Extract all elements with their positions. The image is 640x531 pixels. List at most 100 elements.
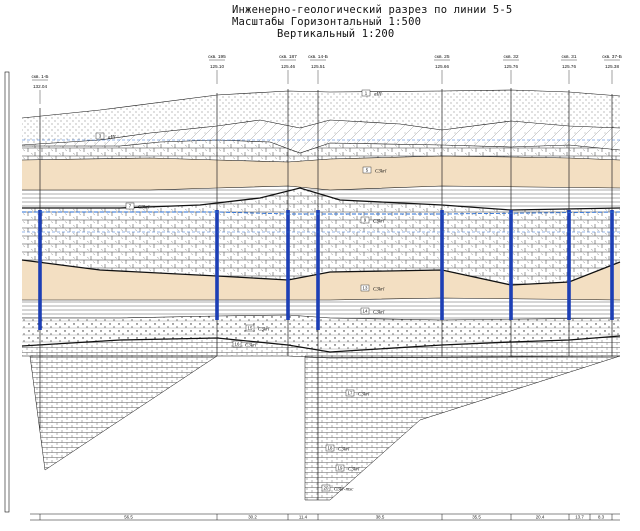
layer-index: aIII [108, 136, 116, 141]
layer-number-box [325, 444, 335, 452]
layer-index: C3krl [373, 311, 385, 316]
layer-number: 18 [328, 446, 333, 451]
layer-number-box [125, 202, 135, 210]
layer-number-box [232, 340, 242, 348]
layer-tag-15: 15 C3krl [245, 324, 270, 333]
borehole-elevation: 125.51 [311, 64, 325, 69]
deep-layer-right [304, 355, 621, 501]
borehole-casing [316, 210, 320, 330]
borehole-elevation: 125.66 [435, 64, 449, 69]
sand-layer-lower [22, 260, 620, 300]
boundary-line [21, 335, 621, 353]
layer-number-box [361, 89, 371, 97]
distance-label: 13.7 [575, 515, 584, 520]
marl-layer [22, 336, 620, 358]
layer-number-box [245, 324, 255, 332]
borehole-header: скв. 32 125.76 [503, 54, 519, 84]
boundary-line [21, 259, 621, 286]
borehole-casing [440, 210, 444, 320]
borehole-casing [215, 210, 219, 320]
borehole-headers: скв. 1-Б 132.04 скв. 195 125.10 скв. 187 125.… [31, 54, 622, 104]
layer-tag-14: 14 C3krl [360, 307, 385, 316]
marl-layer-upper [22, 298, 620, 320]
alluvial-loam-layer [22, 120, 620, 153]
layer-number: 1 [365, 91, 368, 96]
vertical-scale: Вертикальный 1:200 [277, 28, 395, 40]
layer-tag-18: 18 C3krl [325, 444, 350, 453]
borehole-casing [286, 210, 290, 320]
layer-number: 3 [99, 134, 102, 139]
layer-number-box [95, 132, 105, 140]
distance-label: 30.2 [248, 515, 257, 520]
layer-index: C3krl [348, 468, 360, 473]
layer-number-box [360, 284, 370, 292]
borehole-id: скв. 14-Б [308, 54, 328, 60]
upper-limestone-layer [22, 140, 620, 162]
layer-index: C3krl [245, 344, 257, 349]
distance-label: 56.5 [124, 515, 133, 520]
horizontal-scale: Масштабы Горизонтальный 1:500 [232, 16, 422, 28]
layer-index: C3krl [373, 288, 385, 293]
limestone-layer [22, 188, 620, 285]
borehole-header: скв. 187 125.46 [279, 54, 297, 84]
layer-index: C3krl [138, 206, 150, 211]
layer-number: 16 [235, 342, 240, 347]
distance-label: 20.4 [536, 515, 545, 520]
layer-number-box [362, 166, 372, 174]
layer-tag-1: 1 aIII [361, 89, 382, 98]
boundary-line [22, 139, 621, 154]
borehole-casing [38, 210, 42, 330]
layer-number: 15 [248, 326, 253, 331]
distance-label: 8.3 [598, 515, 605, 520]
borehole-id: скв. 32 [503, 54, 518, 60]
layer-number-box [321, 484, 331, 492]
borehole-elevation: 125.76 [562, 64, 576, 69]
layer-tag-7: 7 C3krl [125, 202, 150, 211]
borehole-header: скв. 37-Б 125.38 [602, 54, 622, 84]
borehole-id: скв. 25 [434, 54, 449, 60]
layer-number: 7 [129, 204, 132, 209]
gravel-layer [22, 315, 620, 352]
sand-layer-upper [22, 156, 620, 190]
deep-layer-left [29, 355, 218, 471]
layer-tag-13: 13 C3krl [360, 284, 385, 293]
soil-layers [22, 90, 621, 501]
distance-label: 35.5 [472, 515, 481, 520]
section-title: Инженерно-геологический разрез по линии … [232, 4, 513, 16]
layer-number: 13 [363, 286, 368, 291]
boundary-line [21, 119, 621, 146]
alluvial-sand-layer [22, 90, 620, 145]
borehole-elevation: 125.10 [210, 64, 224, 69]
layer-number: 19 [338, 466, 343, 471]
boundary-line [21, 89, 621, 119]
distance-axis: 56.5 30.2 11.4 38.5 35.5 20.4 13.7 8.3 [30, 513, 620, 521]
boundary-line [22, 297, 621, 301]
borehole-elevation: 132.04 [33, 84, 47, 89]
borehole-casing [610, 210, 614, 320]
layer-tag-17: 17 C3krl [345, 389, 370, 398]
borehole-header: скв. 14-Б 125.51 [308, 54, 328, 84]
boundary-line [21, 155, 621, 163]
borehole-header: скв. 25 125.66 [434, 54, 450, 84]
layer-index: C3krl [375, 170, 387, 175]
borehole-casing [509, 210, 513, 320]
clay-layer [22, 186, 620, 210]
layer-tag-3: 3 aIII [95, 132, 116, 141]
borehole-id: скв. 37-Б [602, 54, 622, 60]
elevation-scale [4, 71, 10, 513]
groundwater-lines [22, 139, 621, 233]
borehole-elevation: 125.76 [504, 64, 518, 69]
layer-tag-20: 20 C3kr-msc [321, 484, 354, 493]
layer-tag-5: 5 C3krl [362, 166, 387, 175]
borehole-header: скв. 195 125.10 [208, 54, 226, 84]
borehole-header: скв. 1-Б 132.04 [31, 74, 49, 104]
layer-number: 20 [324, 486, 329, 491]
layer-number: 14 [363, 309, 368, 314]
borehole-elevation: 125.46 [281, 64, 295, 69]
layer-number-box [345, 389, 355, 397]
layer-number-box [335, 464, 345, 472]
layer-index: C3krl [338, 448, 350, 453]
borehole-id: скв. 31 [561, 54, 576, 60]
layer-tag-19: 19 C3krl [335, 464, 360, 473]
borehole-casing [567, 210, 571, 320]
